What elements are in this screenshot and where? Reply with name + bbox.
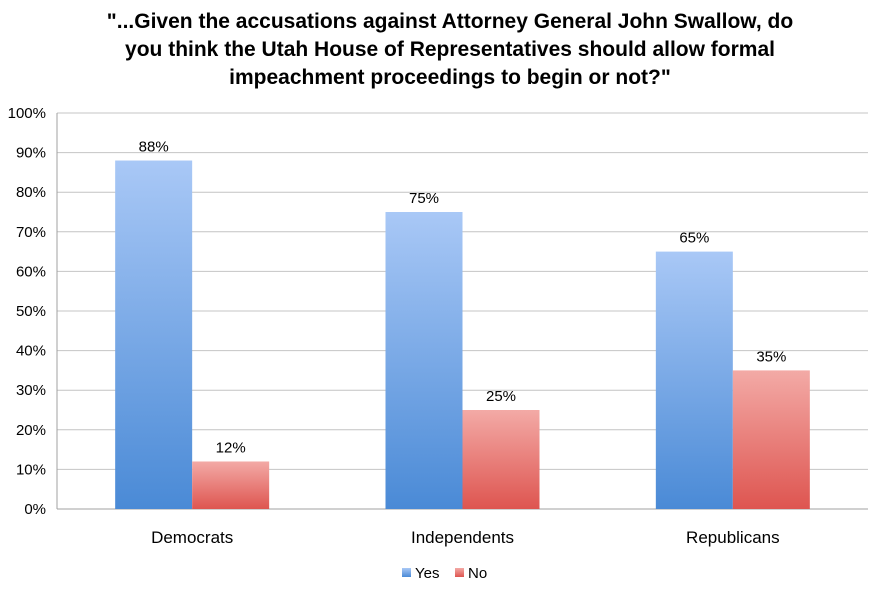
bar-no-republicans	[732, 370, 810, 509]
x-axis-category-labels: Democrats Independents Republicans	[151, 528, 780, 547]
y-tick-label: 50%	[16, 303, 46, 320]
bar-no-democrats	[192, 461, 270, 509]
data-label: 35%	[756, 348, 786, 365]
data-label: 88%	[139, 139, 169, 156]
y-tick-label: 80%	[16, 184, 46, 201]
y-axis-tick-labels: 0% 10% 20% 30% 40% 50% 60% 70% 80% 90% 100%	[8, 105, 46, 518]
bar-no-independents	[462, 410, 540, 509]
chart-title-line-1: "...Given the accusations against Attorn…	[106, 10, 794, 33]
y-tick-label: 100%	[8, 105, 46, 122]
chart-title-line-3: impeachment proceedings to begin or not?…	[229, 66, 671, 89]
chart-title: "...Given the accusations against Attorn…	[70, 8, 830, 92]
legend: Yes No	[402, 565, 487, 582]
legend-swatch-yes	[402, 568, 411, 577]
y-tick-label: 60%	[16, 263, 46, 280]
y-tick-label: 20%	[16, 422, 46, 439]
y-tick-label: 10%	[16, 461, 46, 478]
data-label: 75%	[409, 190, 439, 207]
bars	[115, 160, 810, 509]
data-label: 12%	[216, 439, 246, 456]
x-category-label: Republicans	[686, 528, 780, 547]
y-tick-label: 30%	[16, 382, 46, 399]
y-tick-label: 70%	[16, 224, 46, 241]
data-labels: 88% 12% 75% 25% 65% 35%	[139, 139, 787, 457]
bar-yes-democrats	[115, 160, 193, 509]
legend-swatch-no	[455, 568, 464, 577]
data-label: 65%	[679, 230, 709, 247]
legend-label-no: No	[468, 565, 487, 582]
bar-yes-independents	[385, 212, 463, 509]
data-label: 25%	[486, 388, 516, 405]
y-tick-label: 90%	[16, 145, 46, 162]
y-tick-label: 0%	[24, 501, 46, 518]
bar-yes-republicans	[655, 251, 733, 509]
x-category-label: Democrats	[151, 528, 233, 547]
legend-label-yes: Yes	[415, 565, 439, 582]
chart-title-line-2: you think the Utah House of Representati…	[125, 38, 775, 61]
y-tick-label: 40%	[16, 343, 46, 360]
x-category-label: Independents	[411, 528, 514, 547]
